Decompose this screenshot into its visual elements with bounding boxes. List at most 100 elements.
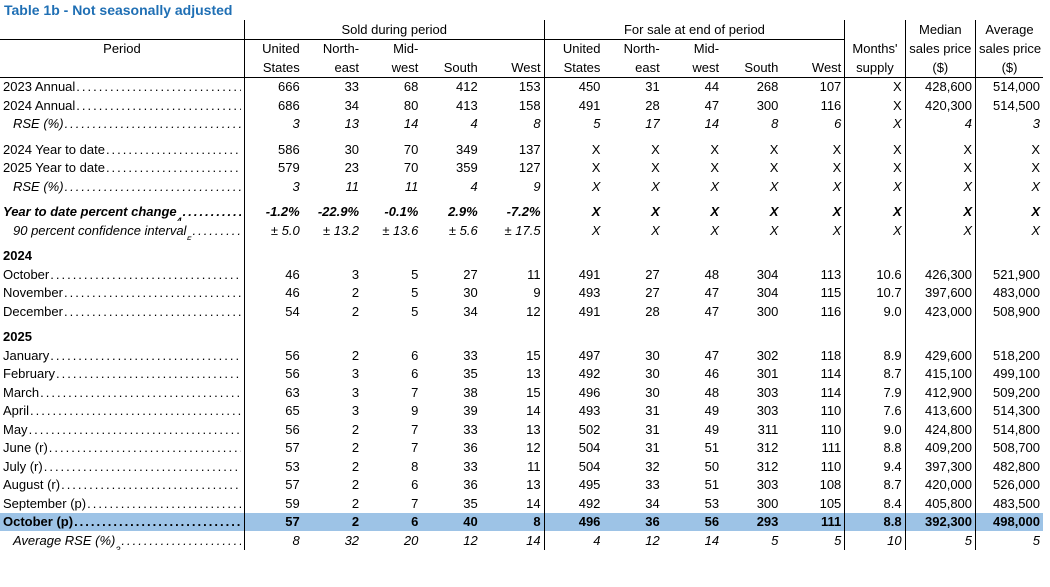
value-cell: X — [543, 158, 604, 177]
spacer-cell — [722, 133, 781, 140]
spacer-cell — [975, 320, 1043, 328]
value-cell: 30 — [645, 366, 660, 381]
period-label: RSE (%) — [0, 177, 244, 196]
value-cell: 2 — [351, 347, 360, 363]
value-cell: 4 — [904, 114, 976, 133]
value-cell: 33 — [463, 458, 478, 474]
table-title: Table 1b - Not seasonally adjusted — [4, 2, 233, 18]
value-cell: -22.9% — [317, 204, 360, 219]
leader-dots — [29, 421, 241, 439]
value-cell — [844, 327, 906, 346]
sold-mw-header-top: Mid- — [393, 41, 419, 56]
value-cell: 57 — [243, 438, 303, 457]
table-row: October (p) 572640849636562931118.8392,30… — [0, 512, 1043, 531]
value-cell: X — [769, 141, 779, 157]
value-cell: 429,600 — [904, 346, 976, 365]
value-cell: 420,000 — [904, 475, 976, 494]
value-cell: 38 — [463, 384, 478, 400]
value-cell: 6 — [362, 512, 422, 531]
period-label-text: October (p) — [3, 514, 74, 529]
year-row: 2025 — [0, 327, 1043, 346]
value-cell: 54 — [243, 302, 303, 321]
leader-dots — [50, 266, 241, 284]
value-cell: 27 — [463, 266, 478, 282]
average-header-mid: sales price — [975, 39, 1043, 58]
value-cell: 349 — [456, 141, 478, 157]
spacer-cell — [844, 195, 906, 203]
value-cell: X — [832, 222, 842, 238]
value-cell: 31 — [645, 79, 660, 94]
value-cell: 496 — [543, 512, 604, 531]
value-cell: 31 — [645, 440, 660, 455]
spacer-cell — [844, 239, 906, 247]
spacer-cell — [543, 239, 604, 247]
value-cell: 497 — [543, 346, 604, 365]
spacer-cell — [421, 240, 480, 247]
value-cell: 111 — [781, 512, 845, 531]
period-header-blank — [0, 20, 245, 40]
period-label: 90 percent confidence interval 5 — [0, 221, 244, 240]
value-cell: 2 — [351, 285, 360, 300]
sale-s-header-top — [722, 39, 781, 58]
value-cell: 53 — [704, 495, 720, 511]
period-label-text: November — [3, 285, 63, 300]
value-cell: X — [543, 177, 604, 196]
value-cell: 3 — [351, 403, 360, 418]
spacer-cell — [303, 240, 362, 247]
value-cell: 56 — [243, 420, 303, 439]
spacer-cell — [543, 195, 604, 203]
value-cell: 56 — [662, 512, 723, 531]
sold-w-header-bot: West — [480, 58, 545, 78]
value-cell: 40 — [421, 512, 481, 531]
spacer-cell — [0, 240, 244, 247]
value-cell: 412 — [456, 79, 478, 94]
header-row-1: Sold during period For sale at end of pe… — [0, 20, 1043, 40]
months-header-bot: supply — [844, 58, 906, 78]
value-cell: X — [710, 160, 720, 175]
value-cell: 30 — [645, 384, 660, 400]
period-label: November — [0, 284, 244, 303]
value-cell: 47 — [704, 285, 720, 300]
value-cell: 33 — [344, 79, 360, 94]
value-cell: ± 5.6 — [448, 222, 478, 238]
value-cell: 5 — [975, 531, 1043, 550]
spacer-cell — [362, 240, 421, 247]
value-cell: 80 — [403, 97, 419, 113]
value-cell: 51 — [704, 477, 720, 492]
value-cell: X — [769, 204, 779, 219]
sale-group-header: For sale at end of period — [543, 20, 845, 40]
value-cell: X — [904, 177, 976, 196]
value-cell: 34 — [463, 303, 478, 319]
value-cell: 496 — [543, 383, 604, 402]
value-cell: X — [651, 141, 660, 157]
value-cell: 14 — [403, 116, 419, 131]
value-cell — [481, 247, 544, 266]
sale-us-header-top: United — [543, 39, 604, 58]
value-cell: 9.0 — [844, 420, 906, 439]
period-header: Period — [103, 40, 141, 56]
value-cell: X — [975, 202, 1043, 221]
value-cell: 10 — [844, 531, 906, 550]
value-cell: 7 — [411, 384, 419, 400]
leader-dots — [183, 203, 241, 221]
value-cell: 9.0 — [844, 302, 906, 321]
value-cell: 33 — [463, 421, 478, 437]
value-cell: 13 — [344, 116, 360, 131]
value-cell: 3 — [975, 114, 1043, 133]
value-cell: 304 — [756, 285, 779, 300]
value-cell: -7.2% — [506, 204, 541, 219]
spacer-cell — [481, 133, 544, 140]
spacer-cell — [975, 239, 1043, 247]
value-cell: 14 — [526, 495, 541, 511]
value-cell: 491 — [543, 302, 604, 321]
table-body: 2023 Annual66633684121534503144268107X42… — [0, 77, 1043, 550]
value-cell: 20 — [403, 532, 419, 548]
period-label: December — [0, 302, 244, 321]
value-cell: 428,600 — [904, 77, 976, 96]
value-cell: 56 — [243, 346, 303, 365]
period-label-text: January — [3, 347, 50, 363]
period-label: Average RSE (%) 3 — [0, 531, 244, 550]
spacer-cell — [781, 133, 844, 140]
